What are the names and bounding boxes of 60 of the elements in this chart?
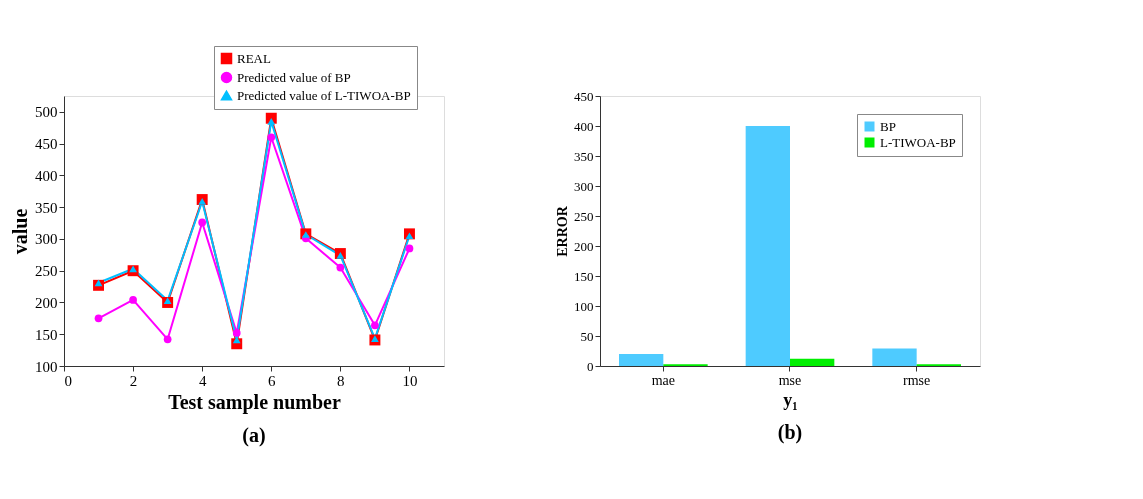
point xyxy=(163,297,172,304)
legend-label: Predicted value of L-TIWOA-BP xyxy=(237,87,411,103)
x-tick-label: 10 xyxy=(402,372,418,389)
point xyxy=(405,244,414,253)
y-tick-label: 400 xyxy=(35,167,58,184)
legend-label: REAL xyxy=(237,50,271,66)
y-tick-label: 350 xyxy=(574,148,594,164)
x-tick-label: 4 xyxy=(198,372,207,389)
point xyxy=(94,279,103,287)
y-tick-label: 300 xyxy=(35,231,58,248)
x-tick-label: rmse xyxy=(903,372,931,388)
text: (a) xyxy=(242,424,266,447)
x-tick-label: 2 xyxy=(129,372,138,389)
legend-label: L-TIWOA-BP xyxy=(880,134,956,150)
point xyxy=(198,198,207,205)
y-tick-label: 450 xyxy=(35,136,58,153)
y-tick-label: 250 xyxy=(35,263,58,280)
point xyxy=(371,321,379,330)
point xyxy=(336,252,345,259)
bar xyxy=(619,354,664,366)
bar xyxy=(745,126,790,366)
legend-label: Predicted value of BP xyxy=(237,69,351,85)
legend-label: BP xyxy=(880,118,896,134)
y-tick-label: 500 xyxy=(35,104,58,121)
x-axis-title: y₁ xyxy=(783,389,798,410)
y-axis-title: value xyxy=(9,208,31,255)
y-tick-label: 200 xyxy=(574,238,594,254)
y-tick-label: 250 xyxy=(574,208,594,224)
y-tick-label: 150 xyxy=(35,326,58,343)
point xyxy=(163,335,172,344)
point xyxy=(129,296,137,304)
x-tick-label: 0 xyxy=(64,372,72,389)
y-tick-label: 200 xyxy=(35,294,58,311)
y-tick-label: 400 xyxy=(574,118,594,134)
point xyxy=(336,263,345,272)
y-tick-label: 150 xyxy=(574,268,594,284)
x-axis-title: Test sample number xyxy=(168,390,341,414)
point xyxy=(267,118,276,125)
x-tick-label: 8 xyxy=(337,372,345,389)
point xyxy=(267,133,276,142)
point xyxy=(405,232,414,240)
point xyxy=(198,218,207,227)
y-tick-label: 50 xyxy=(580,328,594,344)
bar xyxy=(790,358,835,366)
y-tick-label: 350 xyxy=(35,199,58,216)
y-axis-title: ERROR xyxy=(555,205,570,257)
text: (b) xyxy=(777,421,803,444)
point xyxy=(232,336,241,344)
y-tick-label: 100 xyxy=(574,298,594,314)
y-tick-label: 450 xyxy=(574,88,594,104)
point xyxy=(129,265,137,273)
bar xyxy=(872,348,917,366)
y-tick-label: 100 xyxy=(35,358,58,375)
x-tick-label: mse xyxy=(778,372,802,388)
y-tick-label: 300 xyxy=(574,178,594,194)
x-tick-label: 6 xyxy=(268,372,277,389)
point xyxy=(232,329,241,337)
point xyxy=(94,314,103,323)
x-tick-label: mae xyxy=(651,372,675,388)
y-tick-label: 0 xyxy=(587,358,594,374)
